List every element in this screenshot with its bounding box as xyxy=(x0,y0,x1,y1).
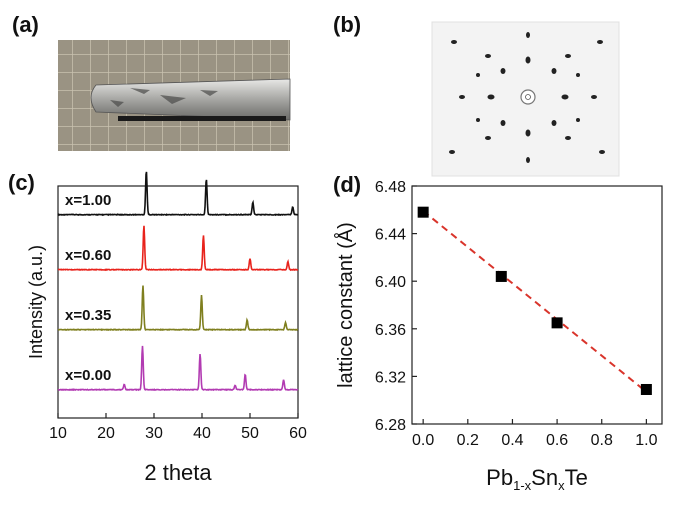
panel-label-d: (d) xyxy=(333,172,362,197)
xrd-x-tick-label: 10 xyxy=(49,425,67,442)
xrd-series-label: x=1.00 xyxy=(65,192,111,209)
laue-pattern xyxy=(431,21,620,177)
lattice-y-axis-label: lattice constant (Å) xyxy=(334,222,357,388)
xrd-series-label: x=0.00 xyxy=(65,367,111,384)
xrd-x-tick-label: 50 xyxy=(241,425,259,442)
xrd-x-tick-label: 30 xyxy=(145,425,163,442)
lattice-y-tick-label: 6.28 xyxy=(375,417,406,434)
lattice-x-tick-label: 0.2 xyxy=(457,432,479,449)
lattice-x-tick-label: 0.8 xyxy=(591,432,613,449)
lattice-data-point xyxy=(495,270,507,282)
xrd-series-line xyxy=(57,345,299,392)
crystal-photo xyxy=(58,40,291,151)
panel-label-c: (c) xyxy=(8,170,35,195)
lattice-data-point xyxy=(417,206,429,218)
xrd-series-line xyxy=(58,225,298,272)
lattice-x-axis-label: Pb1-xSnxTe xyxy=(486,465,588,493)
xrd-chart: x=1.00 x=0.60 x=0.35 x=0.00 10 20 30 40 50 60 2 … xyxy=(26,171,307,485)
xrd-y-axis-label: Intensity (a.u.) xyxy=(26,245,46,359)
lattice-x-tick-label: 0.0 xyxy=(412,432,434,449)
lattice-data-point xyxy=(551,317,563,329)
lattice-x-tick-label: 0.4 xyxy=(501,432,523,449)
xrd-x-tick-label: 20 xyxy=(97,425,115,442)
xrd-x-axis-label: 2 theta xyxy=(144,460,212,485)
lattice-x-tick-label: 1.0 xyxy=(635,432,657,449)
lattice-data-point xyxy=(640,383,652,395)
xrd-plot-frame xyxy=(57,185,299,419)
lattice-y-tick-label: 6.36 xyxy=(375,322,406,339)
lattice-y-tick-label: 6.48 xyxy=(375,179,406,196)
lattice-x-tick-label: 0.6 xyxy=(546,432,568,449)
xrd-series-line xyxy=(57,285,299,332)
panel-label-a: (a) xyxy=(12,12,39,37)
lattice-y-tick-label: 6.44 xyxy=(375,227,406,244)
xrd-series-label: x=0.60 xyxy=(65,247,111,264)
xrd-series-line xyxy=(57,171,299,217)
xrd-series-label: x=0.35 xyxy=(65,307,111,324)
lattice-chart: 0.0 0.2 0.4 0.6 0.8 1.0 6.28 6.32 6.36 6.40 6.44 6.… xyxy=(334,179,663,493)
xrd-x-tick-label: 60 xyxy=(289,425,307,442)
lattice-y-tick-label: 6.32 xyxy=(375,369,406,386)
xrd-x-tick-label: 40 xyxy=(193,425,211,442)
panel-label-b: (b) xyxy=(333,12,362,37)
lattice-plot-frame xyxy=(411,185,663,425)
lattice-y-tick-label: 6.40 xyxy=(375,274,406,291)
